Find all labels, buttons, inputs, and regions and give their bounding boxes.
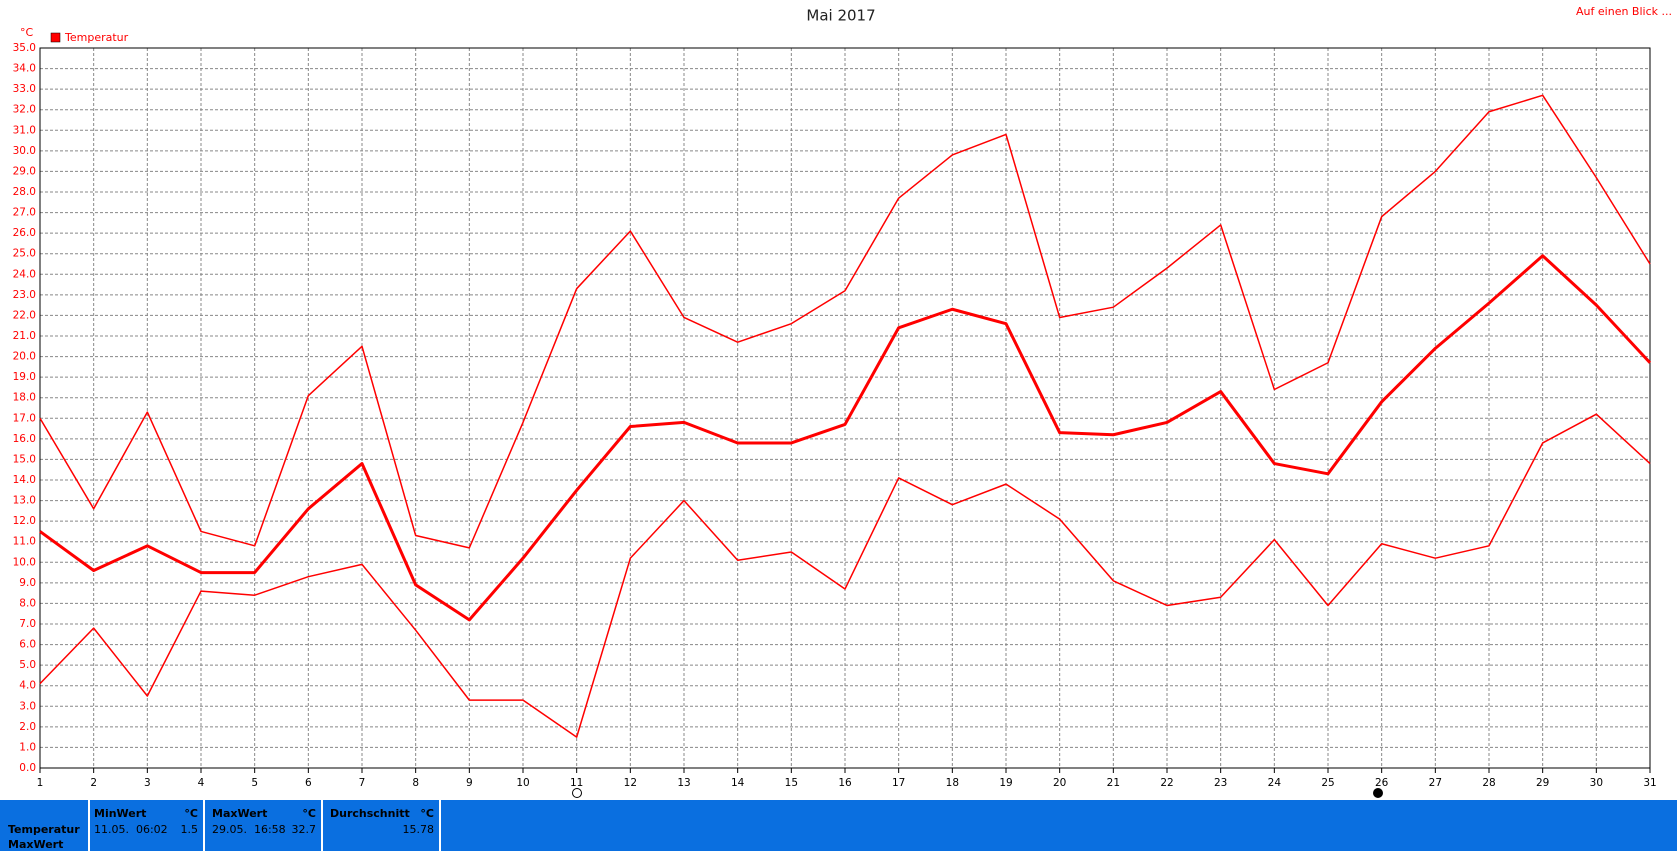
panel-cell bbox=[205, 800, 321, 851]
x-tick-label: 22 bbox=[1160, 777, 1173, 789]
col-header: MaxWert bbox=[212, 807, 267, 820]
x-tick-label: 11 bbox=[570, 777, 583, 789]
legend-label: Temperatur bbox=[64, 31, 129, 44]
y-tick-label: 13.0 bbox=[13, 495, 36, 507]
x-tick-label: 10 bbox=[516, 777, 529, 789]
marker-min bbox=[572, 788, 582, 798]
x-tick-label: 31 bbox=[1643, 777, 1656, 789]
y-tick-label: 35.0 bbox=[13, 42, 36, 54]
x-tick-label: 17 bbox=[892, 777, 905, 789]
x-tick-label: 24 bbox=[1268, 777, 1282, 789]
y-tick-label: 21.0 bbox=[13, 330, 36, 342]
y-tick-label: 33.0 bbox=[13, 83, 36, 95]
x-tick-label: 14 bbox=[731, 777, 745, 789]
cell-time: 29.05. 16:58 bbox=[212, 823, 286, 836]
series-line bbox=[39, 94, 1651, 549]
cell-value: 1.5 bbox=[181, 823, 199, 836]
x-tick-label: 1 bbox=[37, 777, 44, 789]
marker-max bbox=[1373, 788, 1383, 798]
y-tick-label: 12.0 bbox=[13, 515, 36, 527]
cell-value: 32.7 bbox=[292, 823, 317, 836]
series-line bbox=[39, 254, 1652, 622]
x-tick-label: 23 bbox=[1214, 777, 1227, 789]
x-tick-label: 8 bbox=[412, 777, 419, 789]
y-tick-label: 17.0 bbox=[13, 412, 36, 424]
y-tick-label: 18.0 bbox=[13, 392, 36, 404]
col-header: Durchschnitt bbox=[330, 807, 410, 820]
x-tick-label: 21 bbox=[1107, 777, 1120, 789]
y-tick-label: 0.0 bbox=[19, 762, 36, 774]
row-label: MaxWert bbox=[8, 838, 63, 851]
x-tick-label: 7 bbox=[359, 777, 366, 789]
x-tick-label: 6 bbox=[305, 777, 312, 789]
x-tick-label: 28 bbox=[1482, 777, 1495, 789]
col-unit: °C bbox=[184, 807, 198, 820]
y-tick-label: 10.0 bbox=[13, 556, 36, 568]
cell-time: 11.05. 06:02 bbox=[94, 823, 168, 836]
x-tick-label: 25 bbox=[1321, 777, 1334, 789]
plot-frame bbox=[39, 47, 1651, 769]
x-tick-label: 3 bbox=[144, 777, 151, 789]
y-tick-label: 8.0 bbox=[19, 597, 36, 609]
x-tick-label: 9 bbox=[466, 777, 473, 789]
cell-value: 15.78 bbox=[403, 823, 435, 836]
y-tick-label: 6.0 bbox=[19, 639, 36, 651]
y-tick-label: 16.0 bbox=[13, 433, 36, 445]
x-tick-label: 30 bbox=[1590, 777, 1603, 789]
panel-cell bbox=[441, 800, 1677, 851]
x-tick-label: 19 bbox=[999, 777, 1012, 789]
chart-title: Mai 2017 bbox=[806, 7, 875, 25]
panel-cell bbox=[0, 800, 88, 851]
x-tick-label: 26 bbox=[1375, 777, 1389, 789]
y-tick-label: 34.0 bbox=[13, 63, 36, 75]
y-tick-label: 7.0 bbox=[19, 618, 36, 630]
x-tick-label: 15 bbox=[785, 777, 798, 789]
y-tick-label: 22.0 bbox=[13, 309, 36, 321]
y-tick-label: 15.0 bbox=[13, 453, 36, 465]
y-tick-label: 20.0 bbox=[13, 351, 36, 363]
unit-label: °C bbox=[20, 26, 34, 39]
series-line bbox=[39, 413, 1651, 738]
x-tick-label: 5 bbox=[251, 777, 258, 789]
y-tick-label: 19.0 bbox=[13, 371, 36, 383]
y-tick-label: 28.0 bbox=[13, 186, 36, 198]
y-tick-label: 14.0 bbox=[13, 474, 36, 486]
y-tick-label: 32.0 bbox=[13, 104, 36, 116]
y-tick-label: 23.0 bbox=[13, 289, 36, 301]
col-unit: °C bbox=[420, 807, 434, 820]
y-tick-label: 5.0 bbox=[19, 659, 36, 671]
row-label: Temperatur bbox=[8, 823, 80, 836]
y-tick-label: 25.0 bbox=[13, 248, 36, 260]
x-tick-label: 13 bbox=[677, 777, 690, 789]
y-tick-label: 3.0 bbox=[19, 700, 36, 712]
x-tick-label: 16 bbox=[838, 777, 852, 789]
y-tick-label: 30.0 bbox=[13, 145, 36, 157]
x-tick-label: 18 bbox=[946, 777, 959, 789]
y-tick-label: 4.0 bbox=[19, 680, 36, 692]
y-tick-label: 31.0 bbox=[13, 124, 36, 136]
x-tick-label: 20 bbox=[1053, 777, 1066, 789]
x-tick-label: 27 bbox=[1429, 777, 1442, 789]
y-tick-label: 9.0 bbox=[19, 577, 36, 589]
panel-cell bbox=[323, 800, 439, 851]
y-tick-label: 2.0 bbox=[19, 721, 36, 733]
legend-swatch bbox=[50, 32, 61, 43]
panel-cell bbox=[90, 800, 203, 851]
y-tick-label: 11.0 bbox=[13, 536, 36, 548]
y-tick-label: 27.0 bbox=[13, 207, 36, 219]
x-tick-label: 4 bbox=[198, 777, 205, 789]
x-tick-label: 2 bbox=[90, 777, 97, 789]
col-unit: °C bbox=[302, 807, 316, 820]
y-tick-label: 26.0 bbox=[13, 227, 36, 239]
col-header: MinWert bbox=[94, 807, 146, 820]
x-tick-label: 29 bbox=[1536, 777, 1549, 789]
link[interactable]: Auf einen Blick ... bbox=[1576, 5, 1672, 18]
y-tick-label: 1.0 bbox=[19, 741, 36, 753]
y-tick-label: 24.0 bbox=[13, 268, 36, 280]
y-tick-label: 29.0 bbox=[13, 165, 36, 177]
x-tick-label: 12 bbox=[624, 777, 637, 789]
